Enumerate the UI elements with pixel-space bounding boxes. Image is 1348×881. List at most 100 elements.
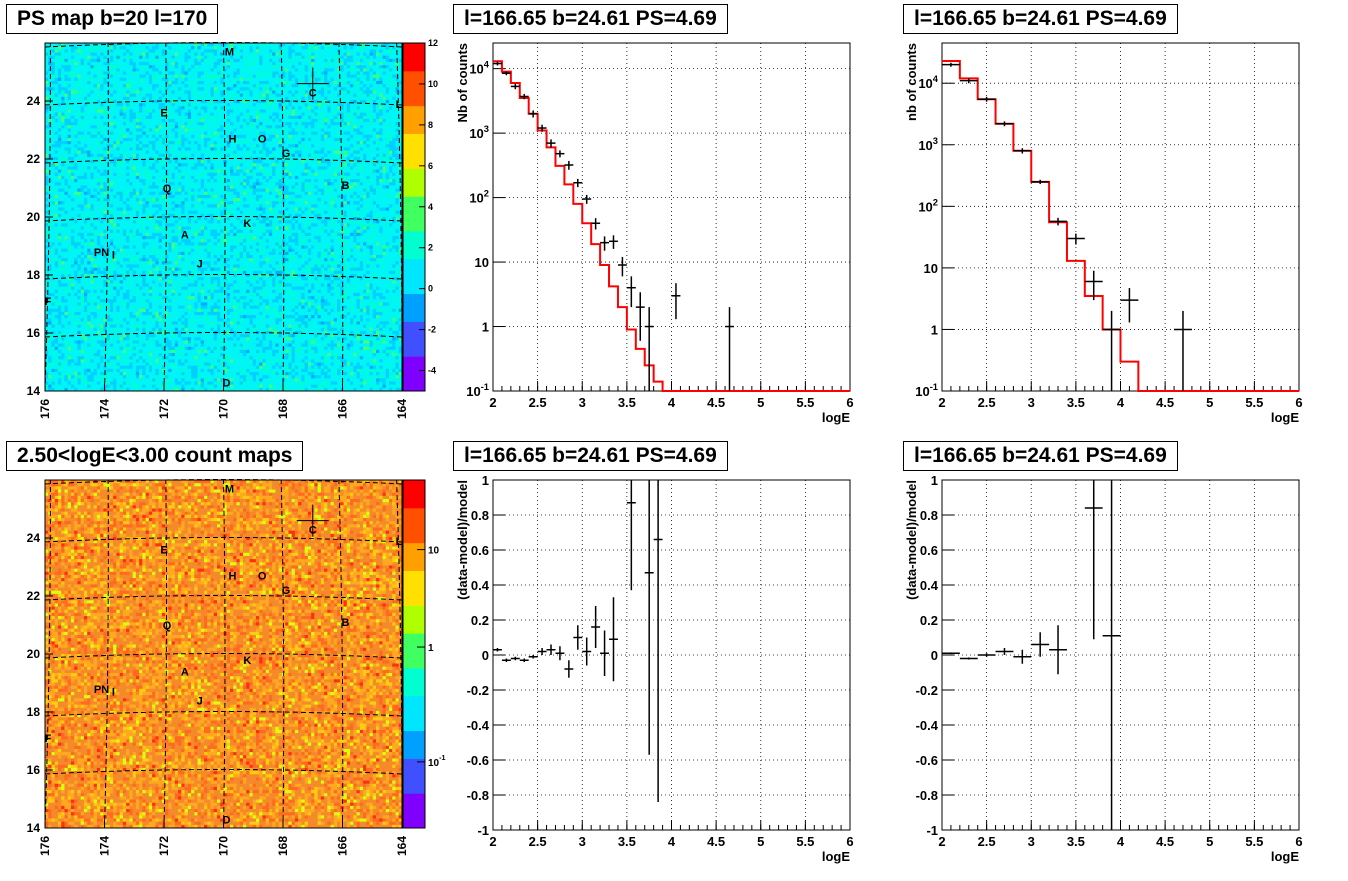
map-0-cell [187, 327, 192, 332]
map-0-cell [83, 349, 88, 354]
map-0-cell [64, 52, 69, 57]
map-0-cell [90, 179, 95, 183]
map-0-cell [90, 318, 95, 322]
map-0-cell [87, 131, 91, 136]
map-0-cell [142, 55, 147, 60]
map-0-cell [74, 315, 78, 319]
map-0-cell [96, 198, 101, 202]
map-0-cell [67, 387, 72, 392]
map-0-cell [126, 368, 130, 373]
map-0-cell [100, 387, 104, 392]
map-0-cell [126, 65, 130, 69]
map-0-cell [152, 188, 156, 193]
map-0-cell [93, 305, 98, 310]
map-0-cell [51, 80, 56, 85]
map-0-cell [93, 210, 98, 215]
map-0-cell [126, 232, 130, 237]
map-0-cell [96, 340, 101, 344]
map-0-cell [184, 49, 189, 53]
map-0-cell [168, 65, 172, 69]
map-0-cell [48, 144, 52, 148]
map-0-cell [83, 80, 88, 85]
map-0-cell [96, 210, 101, 215]
map-0-cell [158, 353, 163, 357]
map-0-cell [168, 381, 172, 386]
map-0-cell [165, 372, 169, 376]
map-0-cell [77, 90, 82, 95]
map-0-cell [119, 96, 124, 101]
map-0-cell [184, 68, 189, 72]
map-0-cell [100, 258, 104, 262]
map-0-cell [74, 280, 78, 284]
map-0-cell [90, 182, 95, 186]
map-0-cell [165, 334, 169, 338]
map-0-cell [129, 172, 134, 177]
map-0-cell [148, 220, 153, 224]
map-0-cell [45, 280, 49, 284]
map-0-cell [152, 182, 156, 186]
map-0-cell [96, 308, 101, 313]
map-0-cell [80, 207, 85, 212]
map-0-cell [80, 318, 85, 322]
map-0-cell [152, 324, 156, 329]
map-0-cell [96, 172, 101, 177]
map-0-cell [181, 289, 185, 294]
map-0-cell [148, 153, 153, 158]
map-0-cell [64, 340, 69, 344]
map-0-cell [148, 267, 153, 272]
map-0-cell [87, 87, 91, 91]
map-0-cell [155, 261, 159, 265]
map-0-cell [119, 71, 124, 76]
map-0-cell [129, 372, 134, 376]
map-0-cell [113, 188, 117, 193]
map-0-cell [155, 141, 159, 145]
map-0-cell [80, 289, 85, 294]
map-0-cell [129, 280, 134, 284]
map-0-cell [109, 213, 114, 218]
map-0-cell [181, 144, 185, 148]
map-0-cell [106, 109, 111, 113]
map-0-cell [93, 99, 98, 104]
map-0-cell [155, 125, 159, 129]
map-0-cell [64, 223, 69, 227]
map-0-cell [70, 210, 75, 215]
map-0-cell [119, 144, 124, 148]
map-0-cell [161, 273, 166, 278]
map-0-cell [90, 264, 95, 269]
map-0-cell [158, 235, 163, 240]
map-0-cell [126, 277, 130, 281]
map-0-cell [126, 103, 130, 107]
map-0-cell [165, 261, 169, 265]
map-0-cell [152, 273, 156, 278]
map-0-cell [90, 349, 95, 354]
map-0-cell [67, 185, 72, 189]
map-0-cell [70, 112, 75, 117]
map-0-cell [109, 217, 114, 221]
map-0-cell [83, 283, 88, 287]
map-0-cell [67, 49, 72, 53]
map-0-cell [70, 229, 75, 234]
map-0-cell [152, 191, 156, 196]
map-0-cell [64, 315, 69, 319]
map-0-cell [113, 109, 117, 113]
map-0-cell [119, 131, 124, 136]
map-0-cell [174, 172, 179, 177]
map-0-cell [77, 321, 82, 325]
map-0-cell [74, 277, 78, 281]
map-0-cell [126, 84, 130, 88]
map-0-cell [90, 337, 95, 341]
map-0-cell [168, 346, 172, 351]
map-0-cell [119, 109, 124, 113]
map-0-cell [171, 258, 176, 262]
map-0-cell [74, 220, 78, 224]
map-0-cell [158, 245, 163, 250]
map-0-cell [126, 156, 130, 161]
map-0-cell [171, 46, 176, 50]
map-0-cell [142, 330, 147, 335]
map-0-cell [57, 258, 62, 262]
map-0-cell [158, 58, 163, 63]
map-0-cell [135, 365, 140, 370]
map-0-cell [87, 264, 91, 269]
map-0-cell [103, 49, 108, 53]
map-0-cell [155, 172, 159, 177]
